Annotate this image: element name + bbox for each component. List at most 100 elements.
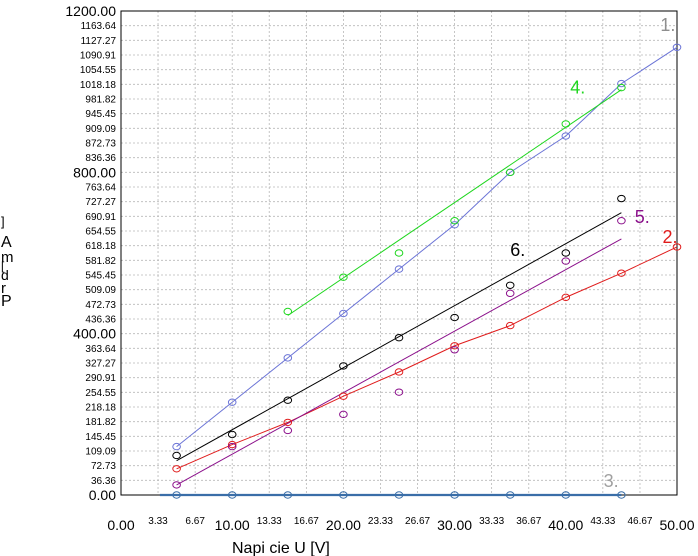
series-3-point xyxy=(617,491,626,499)
series-2-point xyxy=(172,465,181,473)
x-tick-label-major: 20.00 xyxy=(326,517,361,533)
x-tick-label-minor: 16.67 xyxy=(294,516,319,527)
series-5-point xyxy=(172,481,181,489)
y-tick-label-minor: 509.09 xyxy=(85,285,116,296)
series-label-6: 6. xyxy=(510,240,525,260)
series-6-point xyxy=(227,430,237,439)
series-4-point xyxy=(283,307,293,316)
series-label-1: 1. xyxy=(660,15,675,35)
x-tick-label-minor: 46.67 xyxy=(627,516,652,527)
y-tick-label-minor: 36.36 xyxy=(91,476,116,487)
x-tick-label-major: 50.00 xyxy=(659,517,694,533)
x-tick-label-major: 0.00 xyxy=(107,517,134,533)
y-tick-label-minor: 581.82 xyxy=(85,256,116,267)
y-tick-label-minor: 1090.91 xyxy=(80,50,117,61)
series-5-point xyxy=(283,426,293,435)
y-tick-label-minor: 109.09 xyxy=(85,447,116,458)
series-4-point xyxy=(617,83,626,92)
y-axis-title-char: d xyxy=(1,267,9,283)
series-5-point xyxy=(394,388,404,396)
y-tick-label-minor: 909.09 xyxy=(85,124,116,135)
tick-labels: 3.33 6.67 13.33 16.67 23.33 26.67 33.33 36.67 43… xyxy=(65,3,694,533)
series-line-2 xyxy=(176,246,678,470)
y-tick-label-major: 400.00 xyxy=(73,326,116,342)
y-axis-title-char: ] xyxy=(1,214,5,229)
series-label-3: 3. xyxy=(604,471,619,491)
series-6-point xyxy=(339,362,348,370)
series-1-point xyxy=(227,398,237,406)
x-tick-label-minor: 26.67 xyxy=(405,516,430,527)
y-tick-label-minor: 1018.18 xyxy=(80,80,117,91)
x-tick-label-minor: 36.67 xyxy=(516,516,541,527)
series-2-point xyxy=(394,368,404,376)
y-tick-label-minor: 836.36 xyxy=(85,153,116,164)
series-3-point xyxy=(283,491,293,499)
series-1-point xyxy=(172,442,181,451)
series-4-point xyxy=(561,120,571,128)
series-6-point xyxy=(505,281,515,289)
series-label-5: 5. xyxy=(635,207,650,227)
grid xyxy=(121,11,677,495)
series-3-point xyxy=(227,491,237,499)
series-6-point xyxy=(283,396,293,404)
y-tick-label-major: 800.00 xyxy=(73,164,116,180)
y-axis-title-char: A xyxy=(1,234,12,251)
series-points xyxy=(172,43,682,499)
series-6-point xyxy=(561,249,571,257)
series-5-point xyxy=(227,442,237,451)
y-axis-title-char: m xyxy=(1,249,14,266)
y-tick-label-minor: 654.55 xyxy=(85,226,116,237)
series-2-point xyxy=(283,418,293,427)
y-tick-label-minor: 72.73 xyxy=(91,461,116,472)
series-1-point xyxy=(283,354,293,362)
y-tick-label-major: 0.00 xyxy=(89,487,116,503)
y-tick-label-minor: 1127.27 xyxy=(81,36,117,47)
x-tick-label-minor: 3.33 xyxy=(148,516,168,527)
plot-frame xyxy=(120,10,678,496)
series-2-point xyxy=(561,293,571,302)
series-1-point xyxy=(672,43,682,51)
y-tick-label-minor: 1054.55 xyxy=(80,65,117,76)
y-tick-label-minor: 763.64 xyxy=(85,182,116,193)
series-3-point xyxy=(339,491,348,499)
series-6-point xyxy=(450,313,459,322)
series-3-point xyxy=(172,491,181,499)
series-1-point xyxy=(561,132,571,140)
series-5-point xyxy=(505,289,515,298)
series-line-6 xyxy=(176,212,622,462)
series-5-point xyxy=(450,346,459,354)
series-3-point xyxy=(450,491,459,499)
series-1-point xyxy=(450,221,459,229)
series-label-4: 4. xyxy=(570,78,585,98)
y-tick-label-minor: 327.27 xyxy=(85,359,116,370)
series-1-point xyxy=(617,79,626,88)
y-tick-label-minor: 436.36 xyxy=(85,315,116,326)
y-axis-title-char: r xyxy=(1,280,6,297)
series-1-point xyxy=(339,309,348,318)
y-tick-label-minor: 872.73 xyxy=(85,138,116,149)
series-labels: 1. 2. 3. 4. 5. 6. xyxy=(510,15,677,491)
x-tick-label-minor: 13.33 xyxy=(257,516,282,527)
series-5-point xyxy=(339,410,348,419)
y-tick-label-minor: 945.45 xyxy=(85,109,116,120)
x-axis-title: Napi cie U [V] xyxy=(232,540,330,556)
y-tick-label-minor: 1163.64 xyxy=(81,21,117,32)
series-2-point xyxy=(672,243,682,251)
y-tick-label-minor: 690.91 xyxy=(85,212,116,223)
series-2-point xyxy=(339,392,348,400)
series-2-point xyxy=(450,342,459,350)
y-tick-label-minor: 181.82 xyxy=(85,417,116,428)
series-3-point xyxy=(505,491,515,499)
series-1-point xyxy=(394,265,404,273)
series-4-point xyxy=(339,273,348,281)
y-tick-label-major: 1200.00 xyxy=(65,3,116,19)
series-4-point xyxy=(394,249,404,257)
series-6-point xyxy=(394,334,404,342)
series-5-point xyxy=(561,257,571,265)
y-axis-title-char: [ xyxy=(1,259,5,273)
y-tick-label-minor: 618.18 xyxy=(85,241,116,252)
series-4-point xyxy=(450,217,459,225)
x-tick-label-major: 40.00 xyxy=(548,517,583,533)
series-lines xyxy=(159,46,678,497)
